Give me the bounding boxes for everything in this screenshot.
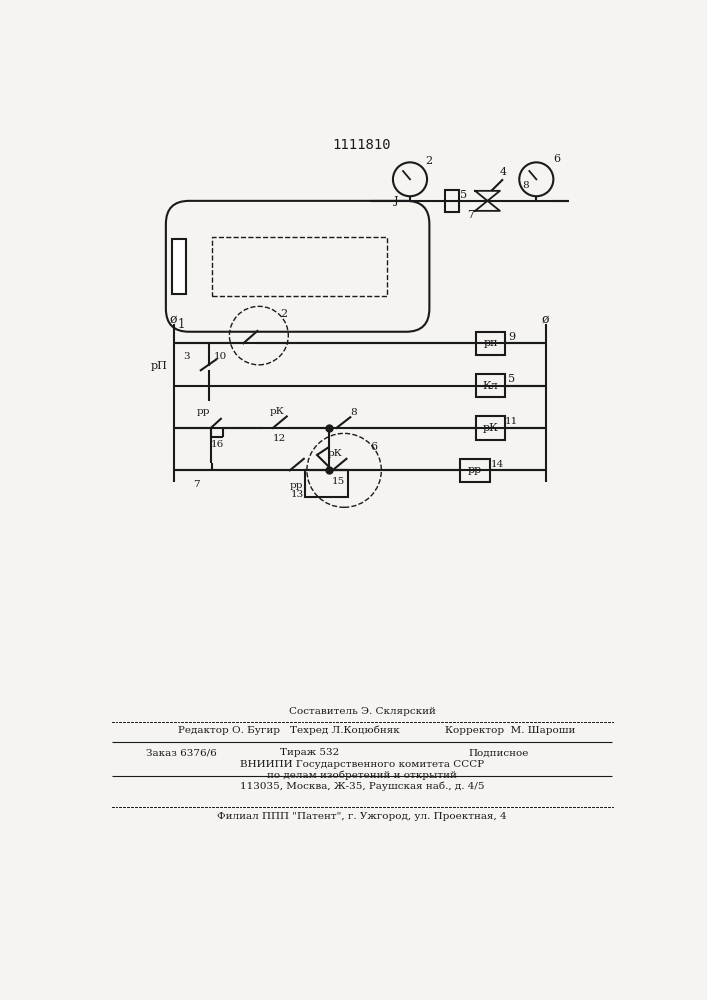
Bar (305, 470, 348, 497)
Text: рр: рр (197, 407, 210, 416)
Text: рП: рП (151, 361, 168, 371)
Text: Подписное: Подписное (468, 748, 529, 757)
Text: 113035, Москва, Ж-35, Раушская наб., д. 4/5: 113035, Москва, Ж-35, Раушская наб., д. … (240, 781, 484, 791)
Text: 2: 2 (280, 309, 287, 319)
Text: 4: 4 (499, 167, 506, 177)
Text: 12: 12 (272, 434, 286, 443)
Text: 5: 5 (460, 190, 467, 200)
Text: 13: 13 (291, 490, 304, 499)
Text: 16: 16 (211, 440, 223, 449)
Text: Составитель Э. Склярский: Составитель Э. Склярский (288, 707, 436, 716)
Text: 1111810: 1111810 (332, 138, 391, 152)
Text: 11: 11 (505, 417, 518, 426)
Text: ø: ø (170, 312, 177, 325)
Text: рК: рК (269, 407, 284, 416)
Text: 10: 10 (214, 352, 227, 361)
Text: Техред Л.Коцюбняк: Техред Л.Коцюбняк (290, 726, 399, 735)
Text: Корректор  М. Шароши: Корректор М. Шароши (445, 726, 575, 735)
Text: 9: 9 (508, 332, 515, 342)
Text: J: J (394, 196, 398, 206)
Text: рК: рК (483, 423, 498, 433)
Bar (476, 374, 506, 397)
Text: 5: 5 (508, 374, 515, 384)
Text: рр: рр (289, 481, 303, 490)
Text: по делам изобретений и открытий: по делам изобретений и открытий (267, 771, 457, 780)
Text: 1: 1 (177, 318, 185, 331)
Bar (445, 190, 459, 212)
Text: 8: 8 (522, 181, 529, 190)
Bar (476, 416, 506, 440)
Text: ВНИИПИ Государственного комитета СССР: ВНИИПИ Государственного комитета СССР (240, 760, 484, 769)
Text: 15: 15 (332, 477, 345, 486)
Text: ø: ø (542, 312, 549, 325)
Text: 3: 3 (184, 352, 190, 361)
Text: рр: рр (468, 465, 482, 475)
Text: 7: 7 (467, 210, 474, 220)
Text: Кл: Кл (483, 381, 498, 391)
Bar (476, 332, 506, 355)
Text: Заказ 6376/6: Заказ 6376/6 (146, 748, 217, 757)
Text: 6: 6 (553, 154, 560, 164)
Text: Редактор О. Бугир: Редактор О. Бугир (177, 726, 279, 735)
Bar (172, 239, 186, 294)
Text: Филиал ППП "Патент", г. Ужгород, ул. Проектная, 4: Филиал ППП "Патент", г. Ужгород, ул. Про… (217, 812, 507, 821)
Bar (460, 459, 490, 482)
Text: 6: 6 (370, 442, 377, 452)
Text: 8: 8 (350, 408, 357, 417)
Text: 2: 2 (425, 156, 432, 166)
Text: рп: рп (484, 338, 498, 348)
Text: Тираж 532: Тираж 532 (280, 748, 339, 757)
Text: 14: 14 (491, 460, 504, 469)
Bar (212, 237, 387, 296)
Text: рК: рК (327, 449, 342, 458)
Text: 7: 7 (194, 480, 200, 489)
